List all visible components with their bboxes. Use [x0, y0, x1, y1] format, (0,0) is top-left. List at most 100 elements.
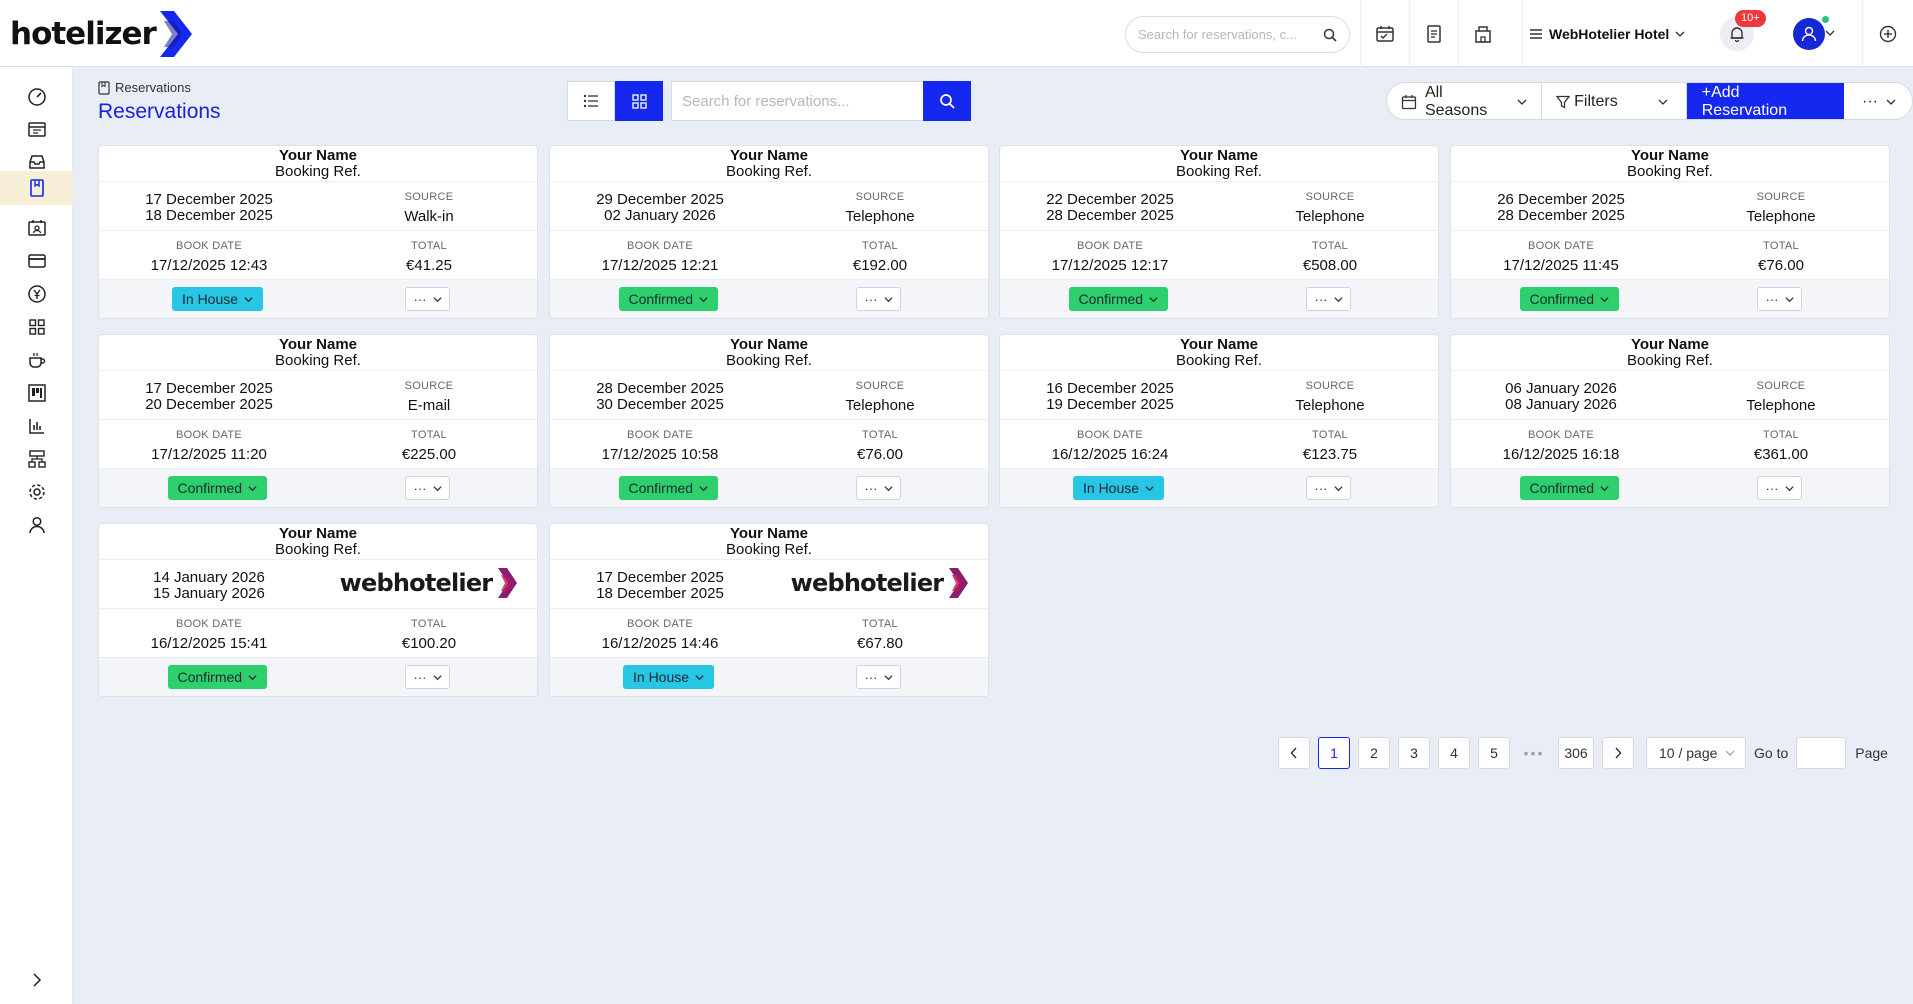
sidebar-item-settings[interactable] [0, 475, 73, 508]
sidebar-item-services[interactable] [0, 343, 73, 376]
status-dropdown[interactable]: Confirmed [167, 665, 268, 689]
stay-dates: 17 December 2025 18 December 2025 [99, 182, 319, 231]
guest-name: Your Name [729, 336, 809, 353]
sidebar-item-calendar[interactable] [0, 112, 73, 145]
sidebar-item-structure[interactable] [0, 442, 73, 475]
status-dropdown[interactable]: Confirmed [618, 287, 719, 311]
status-dropdown[interactable]: Confirmed [1519, 287, 1620, 311]
page-button-last[interactable]: 306 [1558, 737, 1594, 769]
card-actions-button[interactable]: ··· [856, 287, 901, 311]
settings-icon [28, 483, 45, 500]
card-actions-button[interactable]: ··· [1757, 287, 1802, 311]
reservation-card[interactable]: Your Name Booking Ref. 06 January 2026 08 J… [1450, 334, 1890, 508]
chevron-down-icon[interactable] [1825, 28, 1835, 38]
stay-dates: 28 December 2025 30 December 2025 [550, 371, 770, 420]
goto-page-input[interactable] [1796, 737, 1847, 769]
sidebar-item-board[interactable] [0, 376, 73, 409]
page-button-4[interactable]: 4 [1438, 737, 1470, 769]
reservation-search-input[interactable] [671, 81, 923, 121]
next-page-button[interactable] [1602, 737, 1634, 769]
add-reservation-button[interactable]: +Add Reservation [1686, 83, 1845, 119]
reservation-card[interactable]: Your Name Booking Ref. 17 December 2025 20 … [98, 334, 538, 508]
status-dropdown[interactable]: Confirmed [1068, 287, 1169, 311]
total-cell: TOTAL €361.00 [1671, 420, 1889, 469]
add-circle-icon[interactable] [1862, 0, 1913, 67]
sidebar-item-reports[interactable] [0, 409, 73, 442]
card-actions-button[interactable]: ··· [856, 665, 901, 689]
app-logo[interactable]: hotelizer [10, 10, 194, 58]
sidebar-item-users[interactable] [0, 508, 73, 541]
sidebar-item-guests[interactable] [0, 211, 73, 244]
season-selector[interactable]: All Seasons [1387, 83, 1543, 119]
hotel-building-icon[interactable] [1458, 0, 1506, 67]
invoice-icon[interactable] [1409, 0, 1457, 67]
chevron-down-icon [695, 674, 704, 680]
source-value: Telephone [1295, 397, 1365, 414]
reservation-card[interactable]: Your Name Booking Ref. 14 January 2026 15 J… [98, 523, 538, 697]
status-dropdown[interactable]: In House [1073, 476, 1165, 500]
status-badge: In House [1083, 480, 1140, 496]
card-footer: In House ··· [99, 280, 537, 318]
more-icon: ··· [1314, 480, 1328, 496]
global-search[interactable] [1125, 16, 1350, 53]
global-search-input[interactable] [1138, 27, 1318, 42]
status-dropdown[interactable]: In House [172, 287, 264, 311]
card-actions-button[interactable]: ··· [405, 665, 450, 689]
search-button[interactable] [923, 81, 971, 121]
reservation-card[interactable]: Your Name Booking Ref. 29 December 2025 02 … [549, 145, 989, 319]
status-dropdown[interactable]: In House [623, 665, 715, 689]
reservation-toolbar: All Seasons Filters +Add Reservation ··· [1386, 82, 1913, 120]
source-value: Telephone [845, 397, 915, 414]
card-actions-button[interactable]: ··· [856, 476, 901, 500]
reservation-card[interactable]: Your Name Booking Ref. 22 December 2025 28 … [999, 145, 1439, 319]
list-view-button[interactable] [567, 81, 615, 121]
hotel-selector[interactable]: WebHotelier Hotel [1522, 0, 1688, 67]
page-size-select[interactable]: 10 / page [1646, 737, 1746, 769]
status-dropdown[interactable]: Confirmed [167, 476, 268, 500]
reservation-card[interactable]: Your Name Booking Ref. 17 December 2025 18 … [549, 523, 989, 697]
filters-button[interactable]: Filters [1542, 83, 1687, 119]
chevron-down-icon [883, 674, 893, 680]
reservation-card[interactable]: Your Name Booking Ref. 17 December 2025 18 … [98, 145, 538, 319]
sidebar-item-finance[interactable] [0, 277, 73, 310]
status-dropdown[interactable]: Confirmed [618, 476, 719, 500]
grid-view-button[interactable] [615, 81, 663, 121]
reservation-card[interactable]: Your Name Booking Ref. 26 December 2025 28 … [1450, 145, 1890, 319]
total-label: TOTAL [1312, 429, 1348, 441]
card-actions-button[interactable]: ··· [405, 476, 450, 500]
page-button-5[interactable]: 5 [1478, 737, 1510, 769]
guest-name: Your Name [278, 147, 358, 164]
prev-page-button[interactable] [1278, 737, 1310, 769]
total-label: TOTAL [862, 618, 898, 630]
sidebar-item-dashboard[interactable] [0, 79, 73, 112]
reservation-card[interactable]: Your Name Booking Ref. 28 December 2025 30 … [549, 334, 989, 508]
card-actions-button[interactable]: ··· [1757, 476, 1802, 500]
sidebar-item-apps[interactable] [0, 310, 73, 343]
page-button-2[interactable]: 2 [1358, 737, 1390, 769]
card-actions-button[interactable]: ··· [1306, 476, 1351, 500]
card-actions-button[interactable]: ··· [405, 287, 450, 311]
book-date-label: BOOK DATE [175, 618, 243, 630]
sidebar-item-inbox[interactable] [0, 145, 73, 178]
calendar-check-icon[interactable] [1360, 0, 1408, 67]
chevron-down-icon [248, 674, 257, 680]
sidebar-item-reservations[interactable] [0, 171, 73, 205]
status-dropdown[interactable]: Confirmed [1519, 476, 1620, 500]
sidebar-item-payments[interactable] [0, 244, 73, 277]
pagination-ellipsis[interactable]: ••• [1523, 745, 1545, 761]
reservation-card[interactable]: Your Name Booking Ref. 16 December 2025 19 … [999, 334, 1439, 508]
source-cell: webhotelier [770, 560, 988, 609]
chevron-right-icon [32, 973, 41, 987]
avatar[interactable] [1793, 18, 1825, 50]
sidebar-expand-button[interactable] [0, 956, 73, 1004]
total-label: TOTAL [862, 240, 898, 252]
stay-row: 26 December 2025 28 December 2025 SOURCE Te… [1451, 182, 1889, 231]
more-actions-button[interactable]: ··· [1844, 83, 1912, 119]
search-icon[interactable] [1323, 28, 1337, 42]
breadcrumb-item[interactable]: Reservations [115, 80, 191, 95]
status-badge: Confirmed [1078, 291, 1144, 307]
page-button-1[interactable]: 1 [1318, 737, 1350, 769]
card-actions-button[interactable]: ··· [1306, 287, 1351, 311]
total-cell: TOTAL €123.75 [1220, 420, 1438, 469]
page-button-3[interactable]: 3 [1398, 737, 1430, 769]
